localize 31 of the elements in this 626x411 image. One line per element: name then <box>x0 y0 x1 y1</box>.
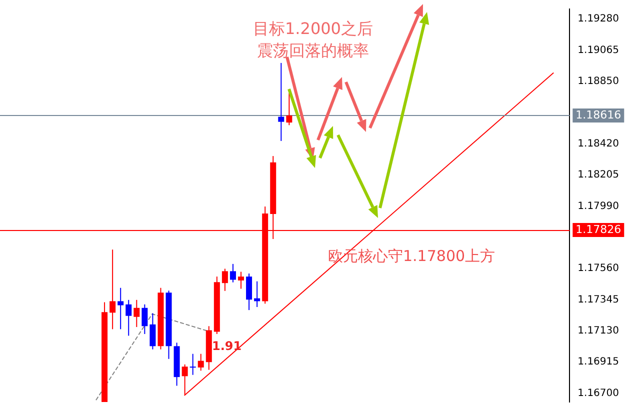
annotation: 1.91 <box>212 338 243 354</box>
y-tick-label: 1.17345 <box>578 294 620 306</box>
candlestick <box>238 271 244 290</box>
candlestick <box>198 353 204 372</box>
y-tick-label: 1.16915 <box>578 356 620 368</box>
candlestick <box>150 312 156 350</box>
y-tick-label: 1.18420 <box>578 138 620 150</box>
candlestick <box>142 304 148 334</box>
candlestick <box>126 299 132 336</box>
y-tick-label: 1.19280 <box>578 14 620 25</box>
y-tick-label: 1.17990 <box>578 200 620 212</box>
y-tick-label: 1.16700 <box>578 388 620 399</box>
y-tick-label: 1.17130 <box>578 326 620 337</box>
candlestick <box>286 92 292 126</box>
y-tick-label: 1.17560 <box>578 263 620 274</box>
candlestick <box>190 353 196 376</box>
y-tick-label: 1.18850 <box>578 76 620 88</box>
y-tick-label: 1.19065 <box>578 44 620 56</box>
ref-line-label: 1.17826 <box>576 222 622 236</box>
ref-line-label: 1.18616 <box>576 108 622 122</box>
annotation: 震荡回落的概率 <box>256 40 370 62</box>
candlestick <box>246 273 252 311</box>
candlestick <box>110 249 116 330</box>
annotation: 欧元核心守1.17800上方 <box>328 246 496 266</box>
candlestick <box>118 287 124 330</box>
y-tick-label: 1.18205 <box>578 170 620 181</box>
candlestick <box>278 62 284 142</box>
candlestick <box>222 268 228 292</box>
candlestick <box>134 299 140 328</box>
annotation: 目标1.2000之后 <box>252 18 374 40</box>
candlestick <box>230 263 236 283</box>
